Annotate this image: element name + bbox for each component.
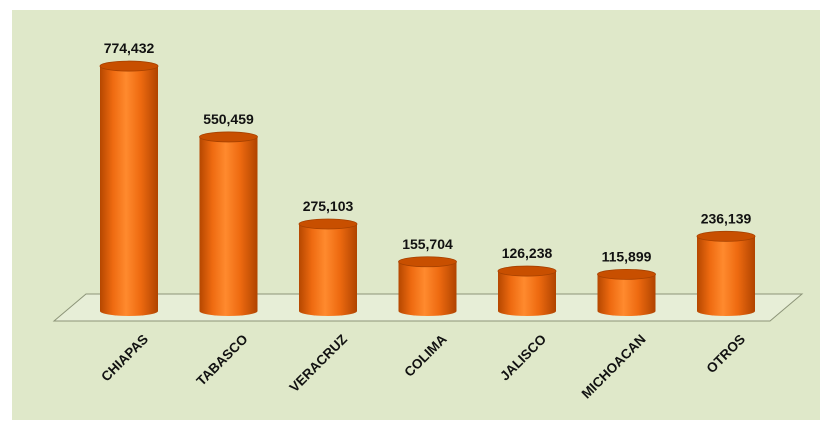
value-label: 126,238	[502, 245, 553, 261]
value-label: 550,459	[203, 111, 254, 127]
bar-top	[696, 230, 756, 242]
bar-chart: 774,432 550,459 275,103 155,704 126,238 115,8…	[12, 10, 820, 420]
value-label: 155,704	[402, 236, 453, 252]
bar-body	[100, 66, 158, 316]
bar-chiapas	[99, 60, 159, 316]
bar-top	[298, 218, 358, 230]
bar-body	[199, 136, 258, 316]
bar-michoacan	[597, 268, 656, 316]
bar-tabasco	[199, 131, 258, 316]
bar-top	[398, 256, 457, 268]
value-label: 275,103	[303, 198, 354, 214]
value-label: 236,139	[701, 210, 752, 226]
bar-top	[199, 131, 258, 143]
chart-panel: 774,432 550,459 275,103 155,704 126,238 115,8…	[12, 10, 820, 420]
bar-body	[398, 261, 457, 316]
bar-veracruz	[298, 218, 358, 316]
value-label: 774,432	[104, 40, 155, 56]
bar-otros	[696, 230, 756, 316]
bar-body	[299, 223, 357, 316]
bar-top	[99, 60, 159, 72]
bar-body	[597, 274, 656, 316]
value-label: 115,899	[602, 248, 652, 264]
bar-top	[497, 265, 557, 277]
value-label-group: 774,432 550,459 275,103 155,704 126,238 115,8…	[104, 40, 752, 264]
bar-colima	[398, 256, 457, 316]
bar-body	[697, 236, 755, 316]
bar-jalisco	[497, 265, 557, 316]
bar-top	[597, 268, 656, 280]
bar-group	[99, 60, 756, 316]
bar-body	[498, 271, 556, 316]
